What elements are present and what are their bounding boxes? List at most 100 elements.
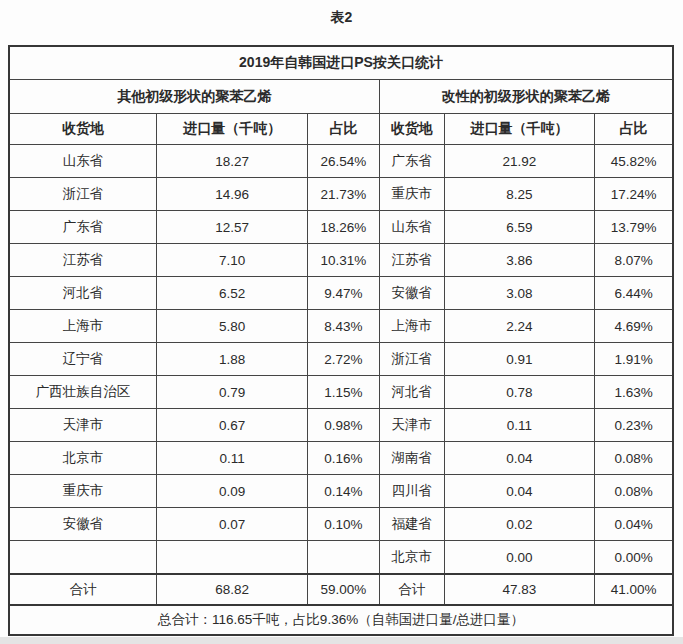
- cell-destination: 浙江省: [9, 178, 156, 211]
- cell-destination: 江苏省: [379, 244, 444, 277]
- cell-import-volume: 6.52: [156, 277, 307, 310]
- cell-import-volume: 0.78: [444, 376, 594, 409]
- table-row: 北京市 0.11 0.16% 湖南省 0.04 0.08%: [9, 442, 673, 475]
- cell-total-share: 59.00%: [308, 574, 379, 605]
- cell-share: 8.07%: [595, 244, 673, 277]
- cell-import-volume: 14.96: [156, 178, 307, 211]
- cell-import-volume: 0.04: [444, 475, 594, 508]
- cell-import-volume: 3.08: [444, 277, 594, 310]
- cell-share: 18.26%: [308, 211, 379, 244]
- cell-share: 0.98%: [308, 409, 379, 442]
- cell-total-volume: 47.83: [444, 574, 594, 605]
- cell-import-volume: 21.92: [444, 145, 594, 178]
- group-header-row: 其他初级形状的聚苯乙烯 改性的初级形状的聚苯乙烯: [9, 80, 673, 114]
- cell-import-volume: 1.88: [156, 343, 307, 376]
- cell-share: [308, 541, 379, 575]
- col-header-import-volume-right: 进口量（千吨）: [444, 114, 594, 145]
- cell-share: 21.73%: [308, 178, 379, 211]
- table-row: 江苏省 7.10 10.31% 江苏省 3.86 8.07%: [9, 244, 673, 277]
- cell-share: 1.15%: [308, 376, 379, 409]
- cell-import-volume: 0.91: [444, 343, 594, 376]
- cell-destination: 山东省: [9, 145, 156, 178]
- cell-destination: 广东省: [379, 145, 444, 178]
- cell-import-volume: 0.00: [444, 541, 594, 575]
- cell-destination: 河北省: [9, 277, 156, 310]
- cell-import-volume: 5.80: [156, 310, 307, 343]
- cell-total-label: 合计: [379, 574, 444, 605]
- cell-destination: 广东省: [9, 211, 156, 244]
- cell-destination: 安徽省: [379, 277, 444, 310]
- col-header-import-volume-left: 进口量（千吨）: [156, 114, 307, 145]
- table-row: 浙江省 14.96 21.73% 重庆市 8.25 17.24%: [9, 178, 673, 211]
- table-row: 上海市 5.80 8.43% 上海市 2.24 4.69%: [9, 310, 673, 343]
- cell-destination: 福建省: [379, 508, 444, 541]
- cell-share: 9.47%: [308, 277, 379, 310]
- cell-share: 0.04%: [595, 508, 673, 541]
- cell-share: 0.10%: [308, 508, 379, 541]
- cell-import-volume: 0.09: [156, 475, 307, 508]
- cell-share: 10.31%: [308, 244, 379, 277]
- grand-total-note: 总合计：116.65千吨，占比9.36%（自韩国进口量/总进口量）: [9, 605, 673, 635]
- table-row: 重庆市 0.09 0.14% 四川省 0.04 0.08%: [9, 475, 673, 508]
- cell-import-volume: 12.57: [156, 211, 307, 244]
- total-row: 合计 68.82 59.00% 合计 47.83 41.00%: [9, 574, 673, 605]
- table-title: 2019年自韩国进口PS按关口统计: [9, 46, 673, 80]
- col-header-share-right: 占比: [595, 114, 673, 145]
- bottom-gray-strip: [0, 637, 683, 644]
- cell-destination: 北京市: [9, 442, 156, 475]
- cell-share: 17.24%: [595, 178, 673, 211]
- col-header-destination-right: 收货地: [379, 114, 444, 145]
- cell-destination: 天津市: [9, 409, 156, 442]
- cell-destination: 湖南省: [379, 442, 444, 475]
- cell-destination: 四川省: [379, 475, 444, 508]
- table-row: 广西壮族自治区 0.79 1.15% 河北省 0.78 1.63%: [9, 376, 673, 409]
- cell-import-volume: 0.04: [444, 442, 594, 475]
- cell-import-volume: 6.59: [444, 211, 594, 244]
- cell-share: 0.08%: [595, 442, 673, 475]
- cell-import-volume: 3.86: [444, 244, 594, 277]
- cell-share: 0.00%: [595, 541, 673, 575]
- table-row: 北京市 0.00 0.00%: [9, 541, 673, 575]
- cell-destination: 北京市: [379, 541, 444, 575]
- group-header-other-primary-ps: 其他初级形状的聚苯乙烯: [9, 80, 379, 114]
- table-row: 安徽省 0.07 0.10% 福建省 0.02 0.04%: [9, 508, 673, 541]
- table-row: 广东省 12.57 18.26% 山东省 6.59 13.79%: [9, 211, 673, 244]
- cell-destination: 河北省: [379, 376, 444, 409]
- cell-import-volume: 2.24: [444, 310, 594, 343]
- cell-destination: 重庆市: [9, 475, 156, 508]
- cell-share: 6.44%: [595, 277, 673, 310]
- cell-import-volume: 7.10: [156, 244, 307, 277]
- cell-destination: 上海市: [9, 310, 156, 343]
- cell-destination: 辽宁省: [9, 343, 156, 376]
- cell-destination: 浙江省: [379, 343, 444, 376]
- cell-share: 45.82%: [595, 145, 673, 178]
- ps-import-statistics-table: 2019年自韩国进口PS按关口统计 其他初级形状的聚苯乙烯 改性的初级形状的聚苯…: [8, 45, 674, 636]
- cell-share: 1.63%: [595, 376, 673, 409]
- cell-import-volume: [156, 541, 307, 575]
- cell-import-volume: 0.11: [156, 442, 307, 475]
- cell-share: 8.43%: [308, 310, 379, 343]
- cell-share: 0.23%: [595, 409, 673, 442]
- cell-total-label: 合计: [9, 574, 156, 605]
- table-row: 河北省 6.52 9.47% 安徽省 3.08 6.44%: [9, 277, 673, 310]
- table-title-row: 2019年自韩国进口PS按关口统计: [9, 46, 673, 80]
- cell-destination: [9, 541, 156, 575]
- cell-destination: 天津市: [379, 409, 444, 442]
- cell-destination: 重庆市: [379, 178, 444, 211]
- table-caption: 表2: [0, 0, 683, 27]
- cell-share: 0.14%: [308, 475, 379, 508]
- col-header-share-left: 占比: [308, 114, 379, 145]
- group-header-modified-primary-ps: 改性的初级形状的聚苯乙烯: [379, 80, 673, 114]
- cell-destination: 山东省: [379, 211, 444, 244]
- cell-destination: 广西壮族自治区: [9, 376, 156, 409]
- cell-import-volume: 0.07: [156, 508, 307, 541]
- cell-import-volume: 0.02: [444, 508, 594, 541]
- cell-import-volume: 0.11: [444, 409, 594, 442]
- cell-share: 0.08%: [595, 475, 673, 508]
- table-row: 天津市 0.67 0.98% 天津市 0.11 0.23%: [9, 409, 673, 442]
- cell-total-share: 41.00%: [595, 574, 673, 605]
- cell-destination: 江苏省: [9, 244, 156, 277]
- table-row: 辽宁省 1.88 2.72% 浙江省 0.91 1.91%: [9, 343, 673, 376]
- column-header-row: 收货地 进口量（千吨） 占比 收货地 进口量（千吨） 占比: [9, 114, 673, 145]
- cell-destination: 安徽省: [9, 508, 156, 541]
